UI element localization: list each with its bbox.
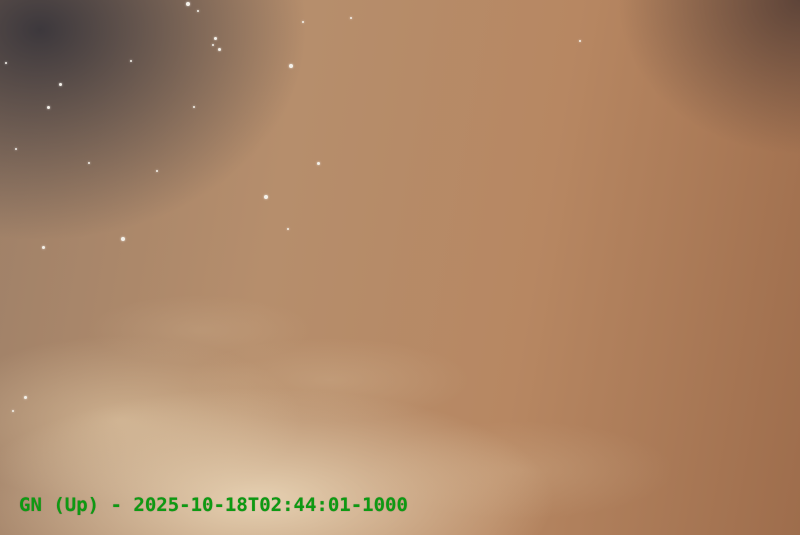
- star: [24, 396, 27, 399]
- star: [218, 48, 221, 51]
- star: [212, 44, 214, 46]
- star: [59, 83, 62, 86]
- star: [15, 148, 17, 150]
- star: [42, 246, 45, 249]
- star: [121, 237, 125, 241]
- star: [5, 62, 7, 64]
- star: [193, 106, 195, 108]
- star: [130, 60, 132, 62]
- star: [350, 17, 352, 19]
- star: [47, 106, 50, 109]
- star: [156, 170, 158, 172]
- star: [186, 2, 190, 6]
- star: [214, 37, 217, 40]
- star: [289, 64, 293, 68]
- star: [317, 162, 320, 165]
- star: [287, 228, 289, 230]
- star: [302, 21, 304, 23]
- star: [197, 10, 199, 12]
- star: [88, 162, 90, 164]
- star: [12, 410, 14, 412]
- star: [264, 195, 268, 199]
- star: [579, 40, 581, 42]
- timestamp-caption: GN (Up) - 2025-10-18T02:44:01-1000: [19, 494, 408, 516]
